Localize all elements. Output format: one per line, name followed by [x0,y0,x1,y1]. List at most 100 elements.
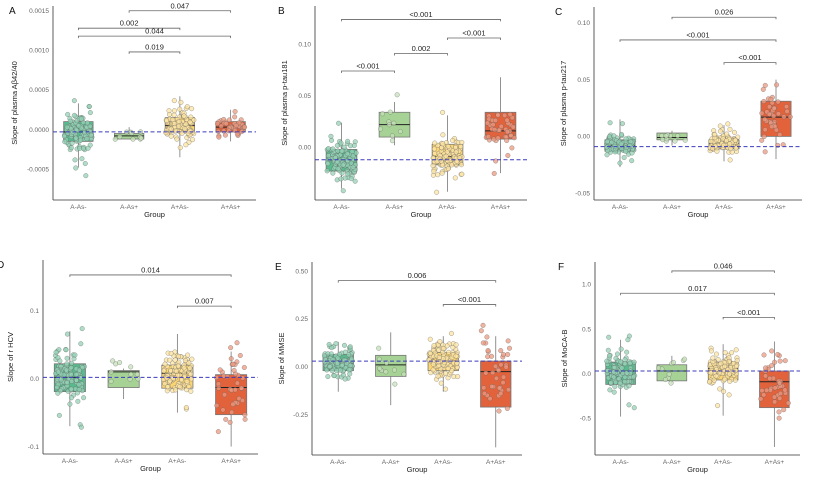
data-point [666,371,672,377]
data-point [188,371,194,377]
data-point [787,114,793,120]
data-point [431,146,437,152]
data-point [347,371,353,377]
data-point [85,145,91,151]
data-point [325,146,331,152]
data-point [171,112,177,118]
data-point [448,330,455,337]
data-point [69,140,75,146]
data-point [342,175,348,181]
data-point [438,380,444,386]
data-point [345,138,351,144]
data-point [626,402,632,408]
data-point [442,370,449,376]
data-point [161,368,167,374]
data-point [446,349,452,355]
data-point [391,120,397,126]
data-point [498,348,504,354]
y-axis-title: Slope of MMSE [277,332,286,384]
data-point [731,129,738,135]
data-point [734,357,740,364]
data-point [489,383,495,390]
x-tick-label: A-As+ [663,459,681,466]
data-point [775,351,781,357]
data-point [772,359,778,365]
data-point [623,148,629,154]
panel-E: E -0.25 0.00 0.25 0.50 A-As- A-As+ A+As- A+As+ Gr… [275,262,522,474]
data-point [128,364,134,370]
data-point [781,407,787,413]
data-point [440,109,446,115]
data-point [216,134,222,140]
data-point [485,347,491,354]
p-value-label: 0.002 [412,44,431,53]
data-point [383,369,389,375]
data-point [443,153,449,159]
data-point [223,121,229,127]
data-point [79,156,85,162]
data-point [769,124,775,130]
data-point [627,143,633,149]
data-point [327,363,333,370]
data-point [234,340,240,346]
data-point [625,337,631,343]
data-point [218,123,224,129]
data-point [172,128,179,134]
data-point [504,129,510,135]
data-point [63,367,69,373]
data-point [431,342,437,349]
data-point [436,347,442,353]
data-point [338,140,344,146]
data-point [214,402,220,409]
data-point [450,137,456,143]
data-point [613,355,619,361]
data-point [64,331,71,337]
y-tick-label: 0.50 [295,268,308,275]
data-point [760,86,766,92]
data-point [604,139,610,145]
data-point [722,376,728,382]
data-point [772,385,778,391]
data-point [86,103,92,110]
y-axis-title: Slope of plasma Aβ42/40 [10,61,19,145]
data-point [228,387,234,393]
data-point [727,378,733,384]
data-point [56,412,62,418]
data-point [733,363,740,369]
x-tick-label: A-As- [330,459,346,466]
data-point [484,120,491,126]
p-value-label: 0.026 [715,8,734,17]
data-point [168,350,174,357]
data-point [613,379,619,385]
p-value-label: 0.002 [120,19,139,28]
data-point [496,367,502,374]
data-point [449,368,455,374]
data-point [505,351,511,358]
data-point [68,395,74,401]
data-point [722,363,728,369]
data-point [508,132,514,139]
data-point [379,111,386,117]
data-point [496,385,502,391]
data-point [485,354,491,360]
data-point [505,152,511,159]
x-axis-title: Group [140,464,161,473]
data-point [776,409,782,415]
data-point [392,381,398,387]
y-tick-label: 0.0015 [29,8,49,15]
data-point [775,111,781,117]
data-point [234,380,240,386]
data-point [64,355,70,361]
data-point [401,371,407,377]
x-tick-label: A+As- [714,459,732,466]
data-point [733,347,739,353]
data-point [177,106,183,112]
data-point [761,392,767,398]
data-point [228,345,234,351]
data-point [500,380,506,386]
significance-bracket [69,274,232,277]
data-point [481,390,487,397]
data-point [430,163,436,169]
data-point [178,377,185,383]
data-point [727,126,733,132]
